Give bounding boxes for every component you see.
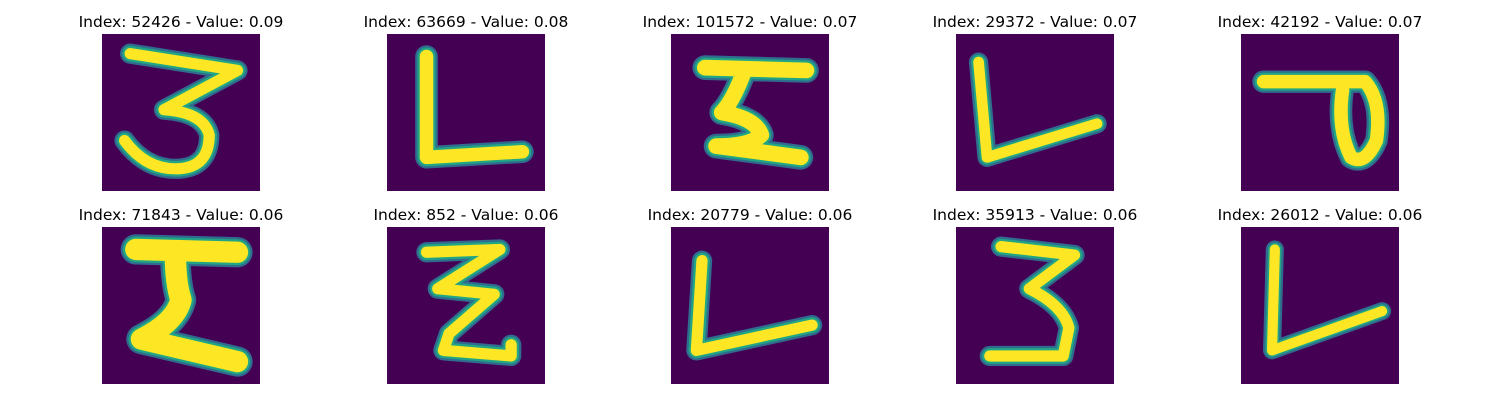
looped-stroke-image: [1241, 34, 1399, 191]
digit-image: [671, 227, 829, 384]
digit-image: [102, 34, 260, 191]
letter-i-bold-image: [102, 227, 260, 384]
panel-title: Index: 71843 - Value: 0.06: [78, 206, 284, 224]
digit-image: [956, 34, 1114, 191]
digit-image: [102, 227, 260, 384]
panel-title: Index: 101572 - Value: 0.07: [642, 13, 858, 31]
panel-title: Index: 852 - Value: 0.06: [373, 206, 559, 224]
digit-image: [387, 34, 545, 191]
letter-l-slanted-image: [671, 227, 829, 384]
letter-l-slanted-image: [1241, 227, 1399, 384]
letter-l-slanted-image: [956, 34, 1114, 191]
panel-title: Index: 52426 - Value: 0.09: [78, 13, 284, 31]
digit-image: [1241, 227, 1399, 384]
letter-l-image: [387, 34, 545, 191]
panel-title: Index: 63669 - Value: 0.08: [363, 13, 569, 31]
digit-three-image: [102, 34, 260, 191]
digit-image: [1241, 34, 1399, 191]
panel-title: Index: 20779 - Value: 0.06: [647, 206, 853, 224]
panel-title: Index: 42192 - Value: 0.07: [1217, 13, 1423, 31]
digit-three-image: [956, 227, 1114, 384]
digit-image: [671, 34, 829, 191]
panel-title: Index: 29372 - Value: 0.07: [932, 13, 1138, 31]
zigzag-z-image: [387, 227, 545, 384]
digit-image: [956, 227, 1114, 384]
digit-image: [387, 227, 545, 384]
panel-title: Index: 35913 - Value: 0.06: [932, 206, 1138, 224]
letter-i-image: [671, 34, 829, 191]
panel-title: Index: 26012 - Value: 0.06: [1217, 206, 1423, 224]
